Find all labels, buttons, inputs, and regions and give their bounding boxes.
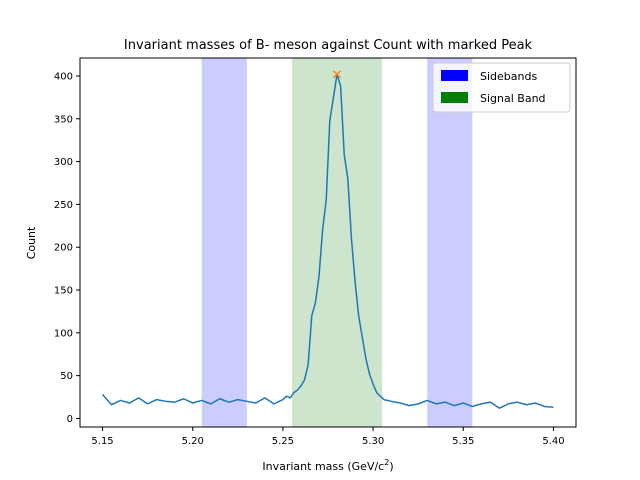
y-tick-label: 150 (54, 286, 73, 297)
x-tick-label: 5.40 (542, 436, 564, 447)
x-axis-title: Invariant mass (GeV/c2) (262, 458, 393, 473)
legend: Sidebands Signal Band (432, 62, 571, 113)
x-tick-label: 5.30 (362, 436, 384, 447)
plot-frame (79, 57, 577, 428)
y-tick-label: 300 (54, 157, 73, 168)
y-tick-label: 350 (54, 114, 73, 125)
legend-swatch (441, 70, 468, 81)
series-line-0 (101, 73, 554, 409)
legend-label: Sidebands (480, 70, 537, 83)
y-axis-title: Count (25, 226, 38, 259)
x-tick-label: 5.15 (91, 436, 113, 447)
x-axis-title-text: Invariant mass (GeV/c (262, 460, 384, 473)
y-axis: 0 50 100 150 200 250 300 350 400 (54, 71, 80, 425)
legend-swatch (441, 92, 468, 103)
x-tick-label: 5.25 (272, 436, 294, 447)
band-sidebands-2 (427, 58, 473, 427)
y-tick-label: 0 (67, 414, 73, 425)
y-tick-label: 250 (54, 200, 73, 211)
y-tick-label: 100 (54, 328, 73, 339)
x-axis: 5.15 5.20 5.25 5.30 5.35 5.40 (91, 427, 565, 447)
peak-marker (333, 70, 341, 79)
band-sidebands-0 (201, 58, 247, 427)
x-tick-label: 5.35 (452, 436, 474, 447)
x-tick-label: 5.20 (182, 436, 204, 447)
peak-layer (333, 70, 341, 79)
series-layer (101, 73, 554, 409)
x-axis-title-superscript: 2 (384, 458, 389, 467)
legend-label: Signal Band (480, 92, 546, 105)
chart-title: Invariant masses of B- meson against Cou… (124, 38, 533, 53)
y-tick-label: 50 (60, 371, 73, 382)
x-axis-title-suffix: ) (389, 460, 393, 473)
y-tick-label: 200 (54, 243, 73, 254)
band-layer (201, 58, 473, 427)
y-tick-label: 400 (54, 71, 73, 82)
